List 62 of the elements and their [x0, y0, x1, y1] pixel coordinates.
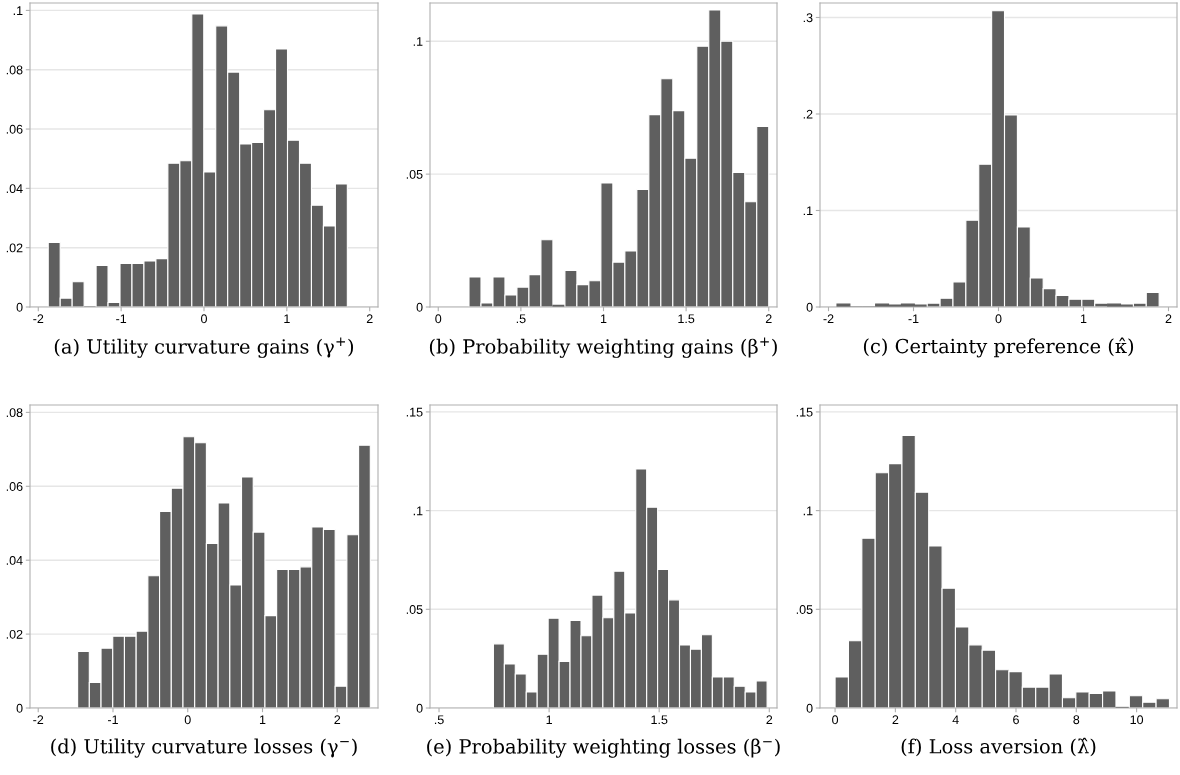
y-tick-label: .1 — [413, 37, 423, 46]
x-tick-label: .5 — [434, 715, 444, 725]
y-tick-label: 0 — [16, 703, 23, 713]
y-tick-label: .1 — [413, 506, 423, 516]
x-tick-label: 1 — [259, 715, 266, 724]
x-tick-label: 2 — [334, 715, 341, 724]
x-tick-label: -2 — [33, 314, 44, 323]
y-tick-label: .1 — [13, 6, 23, 15]
x-tick-label: 10 — [1130, 715, 1144, 725]
text: (a) Utility curvature gains (γ$^{+}$) — [54, 337, 354, 358]
y-tick-label: .15 — [796, 407, 813, 417]
y-tick-label: .05 — [406, 169, 423, 179]
text: (e) Probability weighting losses (β$^{−}$) — [427, 738, 780, 758]
y-tick-label: 0 — [806, 302, 813, 312]
x-tick-label: -2 — [823, 314, 834, 323]
x-tick-label: 2 — [765, 314, 772, 323]
x-tick-label: -1 — [908, 314, 919, 323]
x-tick-label: 2 — [892, 715, 899, 724]
y-tick-label: .08 — [6, 65, 23, 75]
x-tick-label: 0 — [832, 715, 839, 725]
x-tick-label: 0 — [435, 314, 442, 324]
y-tick-label: .02 — [6, 629, 23, 639]
y-tick-label: 0 — [416, 703, 423, 713]
x-tick-label: -1 — [116, 314, 127, 323]
text: (d) Utility curvature losses (γ$^{−}$) — [51, 738, 357, 758]
y-tick-label: .15 — [406, 407, 423, 417]
x-tick-label: 1 — [1080, 314, 1087, 323]
x-tick-label: 1 — [284, 314, 290, 323]
y-tick-label: .05 — [796, 605, 813, 614]
y-tick-label: .1 — [803, 506, 813, 516]
x-tick-label: 0 — [995, 314, 1002, 324]
x-tick-label: 6 — [1013, 715, 1019, 725]
x-tick-label: 1 — [600, 314, 607, 323]
y-tick-label: .04 — [6, 556, 23, 565]
x-tick-label: 2 — [766, 715, 773, 724]
x-tick-label: 4 — [952, 715, 959, 724]
y-tick-label: .2 — [803, 109, 813, 119]
x-tick-label: .5 — [516, 314, 526, 324]
x-tick-label: 0 — [184, 715, 191, 725]
x-tick-label: 1.5 — [651, 715, 668, 725]
y-tick-label: .1 — [803, 206, 813, 216]
x-tick-label: 2 — [366, 314, 373, 323]
y-tick-label: 0 — [806, 703, 813, 713]
y-tick-label: .06 — [6, 482, 23, 491]
text: (b) Probability weighting gains (β$^{+}$) — [429, 337, 777, 358]
x-tick-label: -1 — [107, 715, 118, 724]
y-tick-label: .04 — [6, 184, 23, 194]
text: (f) Loss aversion (λ̂) — [901, 737, 1096, 757]
x-tick-label: 1.5 — [678, 314, 695, 324]
x-tick-label: 8 — [1073, 715, 1080, 725]
y-tick-label: .02 — [6, 243, 23, 253]
y-tick-label: .06 — [6, 124, 23, 134]
x-tick-label: -2 — [33, 715, 44, 724]
y-tick-label: 0 — [416, 302, 423, 312]
y-tick-label: 0 — [16, 302, 23, 312]
x-tick-label: 1 — [546, 715, 552, 724]
y-tick-label: .05 — [406, 605, 423, 614]
y-tick-label: .08 — [6, 408, 23, 418]
y-tick-label: .3 — [803, 13, 813, 23]
x-tick-label: 2 — [1165, 314, 1172, 323]
text: (c) Certainty preference (κ̂) — [863, 337, 1134, 358]
x-tick-label: 0 — [201, 314, 207, 324]
